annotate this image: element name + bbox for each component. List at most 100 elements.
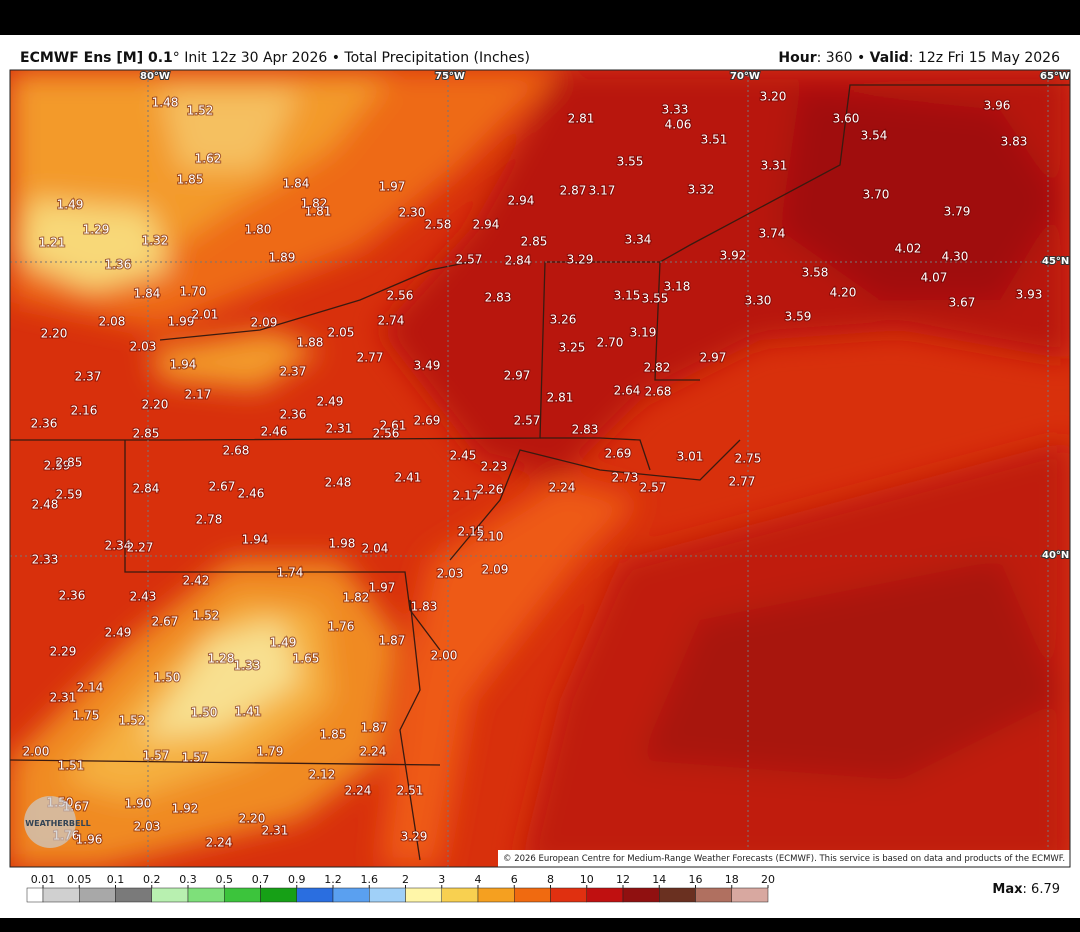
colorbar-label: 1.6 <box>361 873 379 886</box>
value-label: 2.85 <box>521 235 548 249</box>
value-label: 2.15 <box>458 525 485 539</box>
value-label: 3.32 <box>688 183 715 197</box>
value-label: 2.34 <box>105 539 132 553</box>
value-label: 3.93 <box>1016 288 1043 302</box>
value-label: 2.68 <box>223 444 250 458</box>
value-label: 1.89 <box>269 251 296 265</box>
colorbar-label: 6 <box>511 873 518 886</box>
value-label: 3.67 <box>949 296 976 310</box>
colorbar-swatch <box>695 887 732 903</box>
value-label: 3.58 <box>802 266 829 280</box>
value-label: 2.59 <box>44 459 71 473</box>
valid-rest: : 12z Fri 15 May 2026 <box>909 50 1060 66</box>
copyright: © 2026 European Centre for Medium-Range … <box>503 854 1065 864</box>
value-label: 2.41 <box>395 471 422 485</box>
value-label: 1.48 <box>152 96 179 110</box>
colorbar-label: 12 <box>616 873 630 886</box>
value-label: 1.88 <box>297 336 324 350</box>
value-label: 2.36 <box>31 417 58 431</box>
value-label: 3.74 <box>759 227 786 241</box>
value-label: 2.58 <box>425 218 452 232</box>
colorbar-swatch <box>405 887 442 903</box>
value-label: 3.59 <box>785 310 812 324</box>
value-label: 2.77 <box>357 351 384 365</box>
value-label: 3.54 <box>861 129 888 143</box>
value-label: 2.46 <box>238 487 265 501</box>
value-label: 2.16 <box>71 404 98 418</box>
value-label: 1.82 <box>301 197 328 211</box>
value-label: 2.69 <box>414 414 441 428</box>
value-label: 2.24 <box>206 836 233 850</box>
colorbar-label: 20 <box>761 873 775 886</box>
value-label: 3.26 <box>550 313 577 327</box>
value-label: 1.62 <box>195 152 222 166</box>
value-label: 2.17 <box>453 489 480 503</box>
value-label: 2.59 <box>56 488 83 502</box>
value-label: 2.87 <box>560 184 587 198</box>
value-label: 2.85 <box>56 456 83 470</box>
value-label: 3.30 <box>745 294 772 308</box>
value-label: 1.96 <box>76 833 103 847</box>
value-label: 2.33 <box>32 553 59 567</box>
colorbar-label: 14 <box>652 873 666 886</box>
value-label: 2.08 <box>99 315 126 329</box>
value-label: 3.17 <box>589 184 616 198</box>
value-label: 1.57 <box>182 751 209 765</box>
value-label: 2.73 <box>612 471 639 485</box>
value-label: 2.78 <box>196 513 223 527</box>
value-label: 2.74 <box>378 314 405 328</box>
value-label: 1.49 <box>270 636 297 650</box>
max-key: Max <box>992 882 1023 897</box>
value-label: 2.14 <box>77 681 104 695</box>
value-label: 2.31 <box>262 824 289 838</box>
value-label: 3.96 <box>984 99 1011 113</box>
value-label: 2.03 <box>134 820 161 834</box>
copyright-box <box>498 850 1070 867</box>
colorbar: 0.01 0.05 0.1 0.2 0.3 0.5 0.7 0.9 1.2 1.6 2 3 4 6 8 10 1… <box>26 873 775 903</box>
value-label: 2.82 <box>644 361 671 375</box>
value-label: 3.34 <box>625 233 652 247</box>
colorbar-label: 1.2 <box>324 873 342 886</box>
value-label: 3.20 <box>760 90 787 104</box>
value-label: 1.51 <box>58 759 85 773</box>
colorbar-swatch <box>296 887 334 903</box>
colorbar-swatch <box>224 887 261 903</box>
value-label: 3.51 <box>701 133 728 147</box>
value-label: 2.57 <box>456 253 483 267</box>
value-label: 2.67 <box>152 615 179 629</box>
value-label: 3.49 <box>414 359 441 373</box>
graticule <box>10 70 1070 867</box>
logo-circle <box>24 796 76 848</box>
value-label: 4.30 <box>942 250 969 264</box>
value-label: 2.61 <box>380 419 407 433</box>
value-label: 2.51 <box>397 784 424 798</box>
value-label: 2.10 <box>477 530 504 544</box>
value-label: 2.84 <box>505 254 532 268</box>
value-label: 3.01 <box>677 450 704 464</box>
value-label: 1.36 <box>105 258 132 272</box>
value-label: 2.48 <box>32 498 59 512</box>
value-label: 1.79 <box>257 745 284 759</box>
value-label: 1.52 <box>119 714 146 728</box>
value-label: 2.83 <box>572 423 599 437</box>
header-rest: ° Init 12z 30 Apr 2026 • Total Precipita… <box>173 50 530 66</box>
value-label: 2.67 <box>209 480 236 494</box>
value-label: 3.55 <box>617 155 644 169</box>
value-label: 2.20 <box>41 327 68 341</box>
value-label: 1.85 <box>320 728 347 742</box>
colorbar-label: 0.9 <box>288 873 306 886</box>
colorbar-label: 16 <box>689 873 703 886</box>
value-label: 2.24 <box>360 745 387 759</box>
colorbar-label: 3 <box>438 873 445 886</box>
colorbar-swatch <box>26 887 44 903</box>
value-label: 1.50 <box>154 671 181 685</box>
colorbar-label: 18 <box>725 873 739 886</box>
value-label: 1.97 <box>369 581 396 595</box>
value-label: 2.20 <box>142 398 169 412</box>
colorbar-swatch <box>151 887 189 903</box>
hour-rest: : 360 • <box>817 50 870 66</box>
value-label: 1.21 <box>39 236 66 250</box>
value-label: 2.03 <box>130 340 157 354</box>
geo-labels: 80°W 75°W 70°W 65°W 45°N 40°N <box>139 70 1070 562</box>
value-label: 2.77 <box>729 475 756 489</box>
